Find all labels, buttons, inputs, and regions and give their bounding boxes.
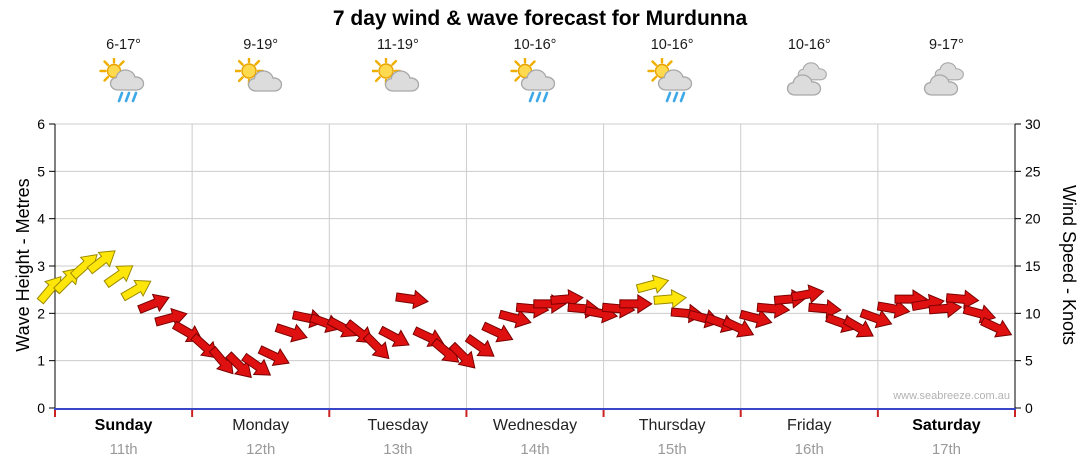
right-axis-label: Wind Speed - Knots [1059,184,1079,346]
day-name: Saturday [912,417,981,434]
weather-icon-sun-cloud [370,55,424,108]
svg-text:0: 0 [1025,400,1033,416]
svg-text:4: 4 [37,211,45,227]
day-temp-range: 11-19° [376,37,419,53]
day-temp-range: 10-16° [650,37,694,53]
svg-text:1: 1 [37,353,45,369]
wind-arrow [635,274,670,294]
chart-title: 7 day wind & wave forecast for Murdunna [332,7,748,30]
svg-text:15: 15 [1025,258,1041,274]
wind-arrow [859,308,893,329]
day-temp-range: 10-16° [513,37,557,53]
svg-text:3: 3 [37,258,45,274]
weather-icon-sun-cloud-rain [646,56,698,108]
wind-arrow [464,333,495,357]
wind-arrow [395,289,429,310]
day-name: Tuesday [367,417,429,434]
wind-arrow [876,299,911,319]
day-date: 17th [931,441,962,458]
wind-arrow [103,265,134,289]
day-name: Friday [787,417,832,434]
day-date: 15th [657,441,687,458]
wind-arrow [842,315,874,338]
wind-arrow [274,323,308,343]
day-name: Monday [232,417,290,434]
day-temp-range: 6-17° [106,37,141,53]
wind-arrow [120,279,152,302]
day-date: 14th [520,441,550,458]
svg-text:25: 25 [1025,163,1041,179]
svg-text:30: 30 [1025,116,1041,132]
wind-arrow [378,325,410,347]
wind-arrow [722,316,755,338]
wind-arrow [550,289,584,309]
svg-text:6: 6 [37,116,45,132]
svg-text:10: 10 [1025,305,1041,321]
day-temp-range: 9-17° [929,37,964,53]
watermark: www.seabreeze.com.au [893,390,1010,402]
wind-arrow [257,345,290,366]
wind-arrow [980,316,1013,338]
svg-text:5: 5 [37,163,45,179]
wind-arrow [790,284,825,304]
wind-arrow [137,293,170,314]
weather-icon-sun-cloud-rain [98,56,150,108]
day-temp-range: 9-19° [243,37,279,53]
wind-arrow [225,351,252,379]
wind-arrow [86,250,116,275]
day-date: 13th [383,441,413,458]
day-name: Sunday [94,417,153,434]
wind-arrow [241,352,272,376]
day-date: 11th [109,441,138,458]
day-date: 12th [246,441,276,458]
weather-icon-cloud [920,58,972,108]
wind-arrow [739,309,773,329]
weather-icon-sun-cloud [233,55,287,108]
left-axis-label: Wave Height - Metres [13,178,33,352]
day-temp-range: 10-16° [787,37,831,53]
svg-text:2: 2 [37,305,45,321]
wind-arrow [653,289,688,309]
wind-arrow [945,289,980,310]
wind-arrow [619,293,653,314]
wind-arrow [928,298,963,319]
weather-icon-sun-cloud-rain [509,56,561,108]
wind-arrow [481,321,514,343]
weather-icon-cloud [783,58,835,108]
svg-text:0: 0 [37,400,45,416]
day-name: Wednesday [492,417,578,434]
svg-text:20: 20 [1025,211,1041,227]
svg-text:5: 5 [1025,353,1033,369]
wind-arrow [362,332,390,360]
day-name: Thursday [638,417,706,434]
wind-arrow [154,307,188,328]
wind-arrow [498,309,532,329]
wind-arrow [448,341,476,369]
day-date: 16th [794,441,824,458]
wind-arrow [808,298,842,319]
